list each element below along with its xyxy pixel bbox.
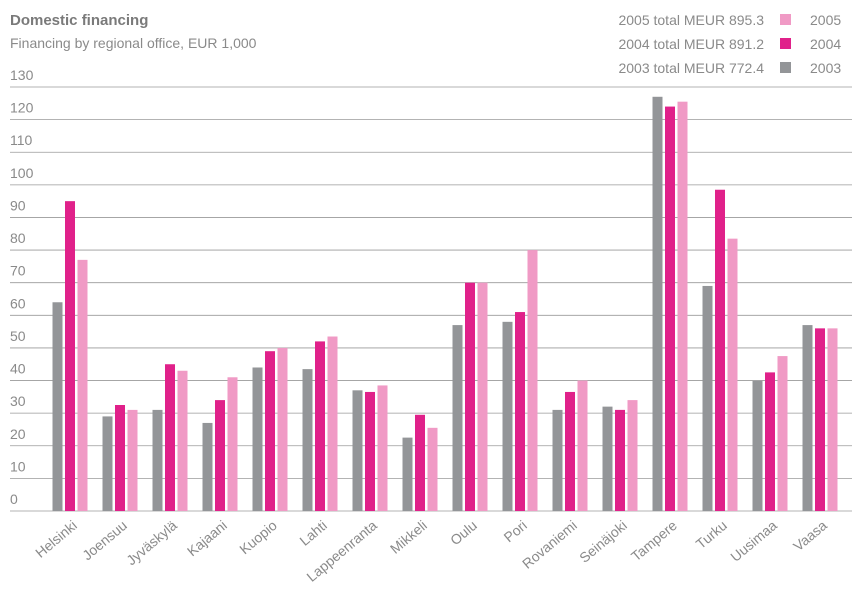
x-tick-label: Kuopio [236, 517, 280, 557]
x-tick-label: Lahti [296, 517, 330, 549]
bar [227, 377, 238, 511]
x-tick-label: Uusimaa [727, 517, 780, 565]
y-tick-label: 10 [10, 458, 26, 474]
bar [327, 336, 338, 511]
bar [65, 201, 75, 511]
x-tick-label: Helsinki [32, 517, 80, 561]
x-tick-label: Kajaani [184, 517, 230, 559]
y-tick-label: 60 [10, 295, 26, 311]
x-tick-label: Pori [501, 517, 530, 545]
bar [652, 96, 663, 512]
y-tick-label: 120 [10, 100, 34, 116]
bar [665, 106, 675, 512]
bar [265, 351, 275, 511]
bar [627, 400, 638, 511]
bar [577, 380, 588, 511]
annotation: 2004 total MEUR 891.2 [618, 36, 764, 52]
bar [777, 356, 788, 511]
bar [352, 390, 363, 511]
bar [177, 370, 188, 511]
bar [465, 282, 475, 511]
y-tick-label: 20 [10, 426, 26, 442]
y-tick-label: 40 [10, 361, 26, 377]
bar [602, 406, 613, 511]
bar [152, 409, 163, 511]
bar [127, 409, 138, 511]
legend-label: 2003 [810, 60, 841, 76]
bar [402, 437, 413, 511]
bar [752, 380, 763, 511]
bar [52, 302, 63, 511]
y-tick-label: 70 [10, 263, 26, 279]
bar [702, 285, 713, 511]
bar [315, 341, 325, 511]
x-tick-label: Rovaniemi [519, 517, 580, 572]
x-tick-label: Tampere [628, 517, 680, 564]
bar [727, 238, 738, 511]
y-tick-label: 130 [10, 67, 34, 83]
bar [165, 364, 175, 511]
bar [827, 328, 838, 511]
bar [427, 427, 438, 511]
chart-subtitle: Financing by regional office, EUR 1,000 [10, 35, 257, 51]
bar [477, 282, 488, 511]
y-tick-label: 110 [10, 132, 33, 148]
bar [802, 325, 813, 511]
bar [377, 385, 388, 511]
legend-swatch [780, 14, 791, 25]
bar [565, 391, 575, 511]
chart-title: Domestic financing [10, 12, 148, 29]
y-tick-label: 90 [10, 197, 26, 213]
x-tick-label: Seinäjoki [576, 517, 630, 566]
x-tick-label: Turku [693, 517, 730, 552]
bar [277, 347, 288, 511]
bar [77, 259, 88, 511]
bar [215, 400, 225, 511]
bar [115, 405, 125, 511]
bar [677, 101, 688, 511]
legend-swatch [780, 62, 791, 73]
y-tick-label: 80 [10, 230, 26, 246]
bar [515, 312, 525, 511]
bar [502, 321, 513, 511]
legend-swatch [780, 38, 791, 49]
bar [415, 414, 425, 511]
bar [815, 328, 825, 511]
bar [202, 422, 213, 511]
x-tick-label: Vaasa [790, 517, 830, 554]
y-tick-label: 50 [10, 328, 26, 344]
bar [452, 325, 463, 511]
bar [365, 391, 375, 511]
bar [615, 409, 625, 511]
y-tick-label: 30 [10, 393, 26, 409]
x-tick-label: Mikkeli [387, 517, 430, 557]
legend-label: 2005 [810, 12, 841, 28]
bar [552, 409, 563, 511]
x-tick-label: Oulu [447, 517, 480, 548]
y-tick-label: 100 [10, 165, 34, 181]
bar [302, 369, 313, 511]
bar [252, 367, 263, 511]
y-tick-label: 0 [10, 491, 18, 507]
bar [765, 372, 775, 511]
bar [527, 250, 538, 512]
bar [715, 189, 725, 511]
annotation: 2003 total MEUR 772.4 [618, 60, 764, 76]
x-tick-label: Jyväskylä [123, 517, 180, 568]
legend-label: 2004 [810, 36, 841, 52]
bar [102, 416, 113, 511]
annotation: 2005 total MEUR 895.3 [618, 12, 764, 28]
